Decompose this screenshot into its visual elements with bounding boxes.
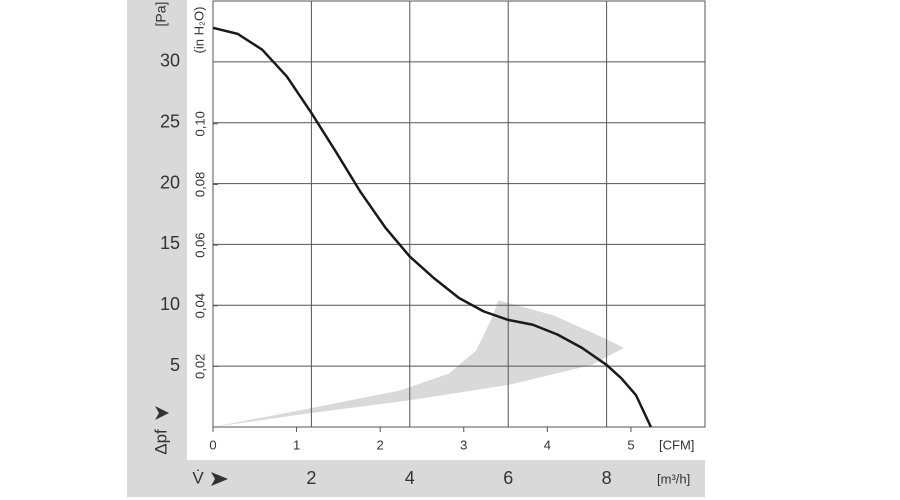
y2-label: (in H₂O) (191, 7, 206, 54)
y-tick-label: 25 (160, 111, 180, 131)
x2-tick-label: 3 (460, 437, 467, 452)
x2-tick-label: 0 (209, 437, 216, 452)
x-tick-label: 2 (306, 468, 316, 488)
x-arrow (211, 472, 228, 486)
x-symbol: V̇ (192, 468, 204, 487)
y2-tick-label: 0,08 (192, 172, 207, 197)
y-tick-label: 5 (170, 355, 180, 375)
x2-tick-label: 5 (627, 437, 634, 452)
bottom-band (127, 460, 705, 497)
y-arrow (155, 406, 169, 420)
y-symbol: Δpf (151, 429, 170, 455)
plot-frame (212, 0, 706, 428)
y-tick-label: 20 (160, 172, 180, 192)
fan-curve (212, 26, 653, 428)
x-tick-label: 4 (405, 468, 415, 488)
x-label: [m³/h] (657, 471, 690, 486)
y2-tick-label: 0,04 (192, 293, 207, 318)
x2-label: [CFM] (659, 437, 694, 452)
y-label: [Pa] (153, 2, 169, 27)
x-tick-label: 8 (602, 468, 612, 488)
y-tick-label: 10 (160, 294, 180, 314)
operating-range (213, 300, 624, 427)
left-band (127, 0, 187, 497)
y2-tick-label: 0,06 (192, 232, 207, 257)
x2-tick-label: 1 (293, 437, 300, 452)
x2-tick-label: 2 (377, 437, 384, 452)
y-tick-label: 30 (160, 51, 180, 71)
y2-tick-label: 0,02 (192, 354, 207, 379)
y-tick-label: 15 (160, 233, 180, 253)
y2-tick-label: 0,10 (192, 111, 207, 136)
x-tick-label: 6 (503, 468, 513, 488)
x2-tick-label: 4 (544, 437, 551, 452)
